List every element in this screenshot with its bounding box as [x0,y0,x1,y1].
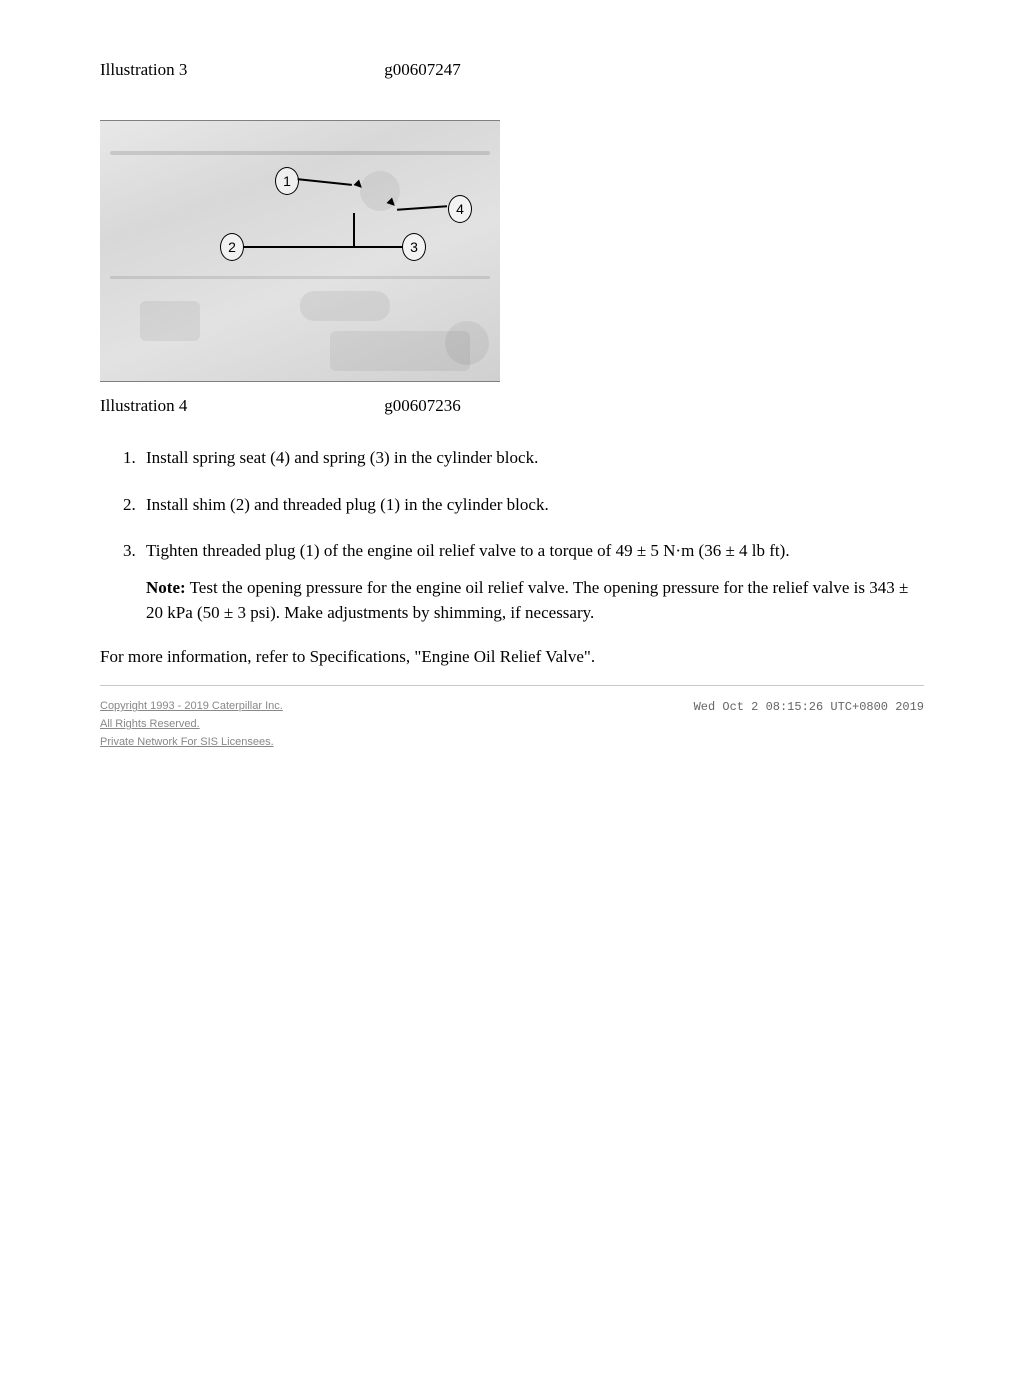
more-info-text: For more information, refer to Specifica… [100,647,924,667]
note-text: Test the opening pressure for the engine… [146,578,908,622]
illustration-3-code: g00607247 [384,60,461,79]
callout-4: 4 [448,195,472,223]
illustration-3-label: Illustration 3 [100,60,380,80]
step-2: Install shim (2) and threaded plug (1) i… [140,493,924,518]
footer-divider [100,685,924,686]
note-label: Note: [146,578,186,597]
illustration-4-code: g00607236 [384,396,461,415]
rights-link[interactable]: All Rights Reserved. [100,718,283,730]
step-3: Tighten threaded plug (1) of the engine … [140,539,924,625]
illustration-4-figure: 1 4 2 3 [100,120,500,382]
callout-1: 1 [275,167,299,195]
illustration-3-caption: Illustration 3 g00607247 [100,60,924,80]
note: Note: Test the opening pressure for the … [146,576,924,625]
illustration-4-label: Illustration 4 [100,396,380,416]
footer: Copyright 1993 - 2019 Caterpillar Inc. A… [100,700,924,754]
illustration-4-caption: Illustration 4 g00607236 [100,396,924,416]
copyright-link[interactable]: Copyright 1993 - 2019 Caterpillar Inc. [100,700,283,712]
footer-links: Copyright 1993 - 2019 Caterpillar Inc. A… [100,700,283,754]
callout-3: 3 [402,233,426,261]
step-1: Install spring seat (4) and spring (3) i… [140,446,924,471]
timestamp: Wed Oct 2 08:15:26 UTC+0800 2019 [694,700,924,714]
procedure-steps: Install spring seat (4) and spring (3) i… [100,446,924,625]
callout-2: 2 [220,233,244,261]
private-network-link[interactable]: Private Network For SIS Licensees. [100,736,283,748]
